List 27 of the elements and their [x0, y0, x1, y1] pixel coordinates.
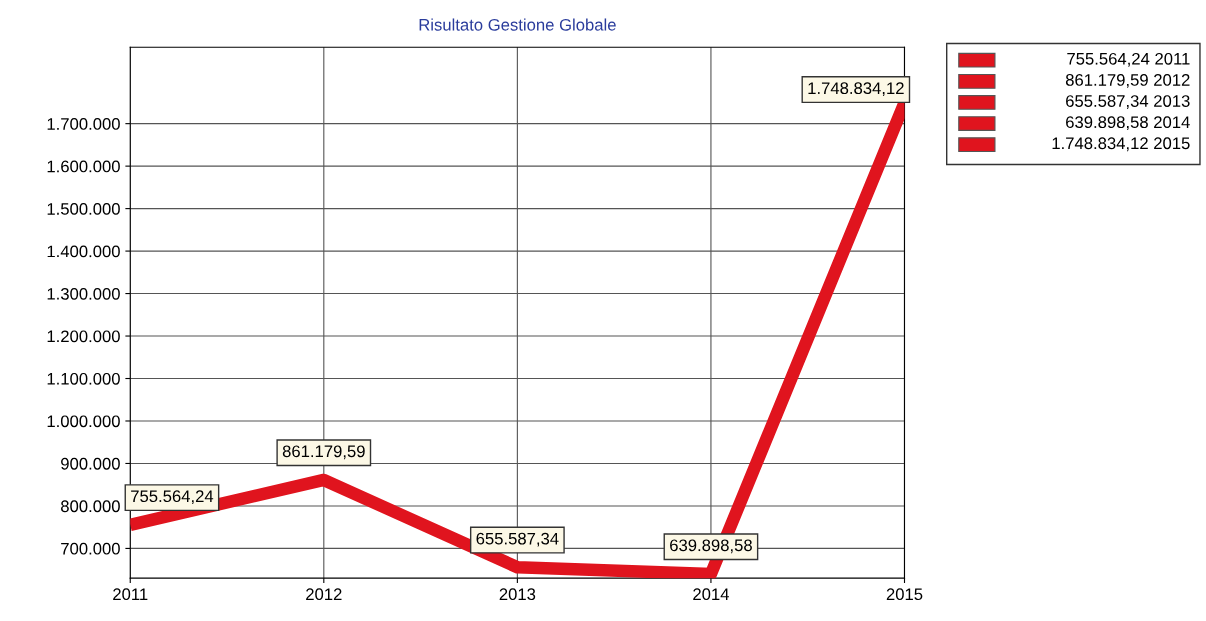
data-label: 655.587,34 [476, 532, 559, 547]
x-tick-label: 2012 [306, 588, 342, 601]
text: 655.587,34 2013 [1066, 95, 1190, 109]
x-tick-label: 2013 [499, 588, 536, 601]
data-label: 1.748.834,12 [808, 82, 904, 97]
y-tick-label: 1.300.000 [47, 287, 120, 300]
y-tick-label: 800.000 [61, 500, 120, 513]
text: 861.179,59 2012 [1065, 74, 1190, 88]
y-tick-label: 1.500.000 [47, 203, 120, 215]
y-tick-label: 1.200.000 [47, 330, 120, 343]
data-label: 861.179,59 [282, 445, 365, 460]
y-tick-label: 1.600.000 [47, 160, 120, 173]
text: 639.898,58 2014 [1066, 116, 1190, 131]
x-tick-label: 2011 [113, 588, 148, 601]
chart-title: Risultato Gestione Globale [419, 18, 616, 31]
data-label: 639.898,58 [670, 539, 752, 554]
text: 1.748.834,12 2015 [1052, 137, 1190, 152]
text: 755.564,24 2011 [1067, 52, 1190, 67]
x-tick-label: 2014 [693, 588, 729, 601]
y-tick-label: 700.000 [61, 542, 120, 555]
y-tick-label: 900.000 [61, 457, 120, 470]
data-label: 755.564,24 [131, 490, 214, 505]
y-tick-label: 1.000.000 [47, 415, 120, 428]
y-tick-label: 1.400.000 [47, 245, 120, 258]
y-tick-label: 1.100.000 [47, 372, 120, 385]
y-tick-label: 1.700.000 [47, 118, 120, 130]
x-tick-label: 2015 [886, 588, 923, 601]
